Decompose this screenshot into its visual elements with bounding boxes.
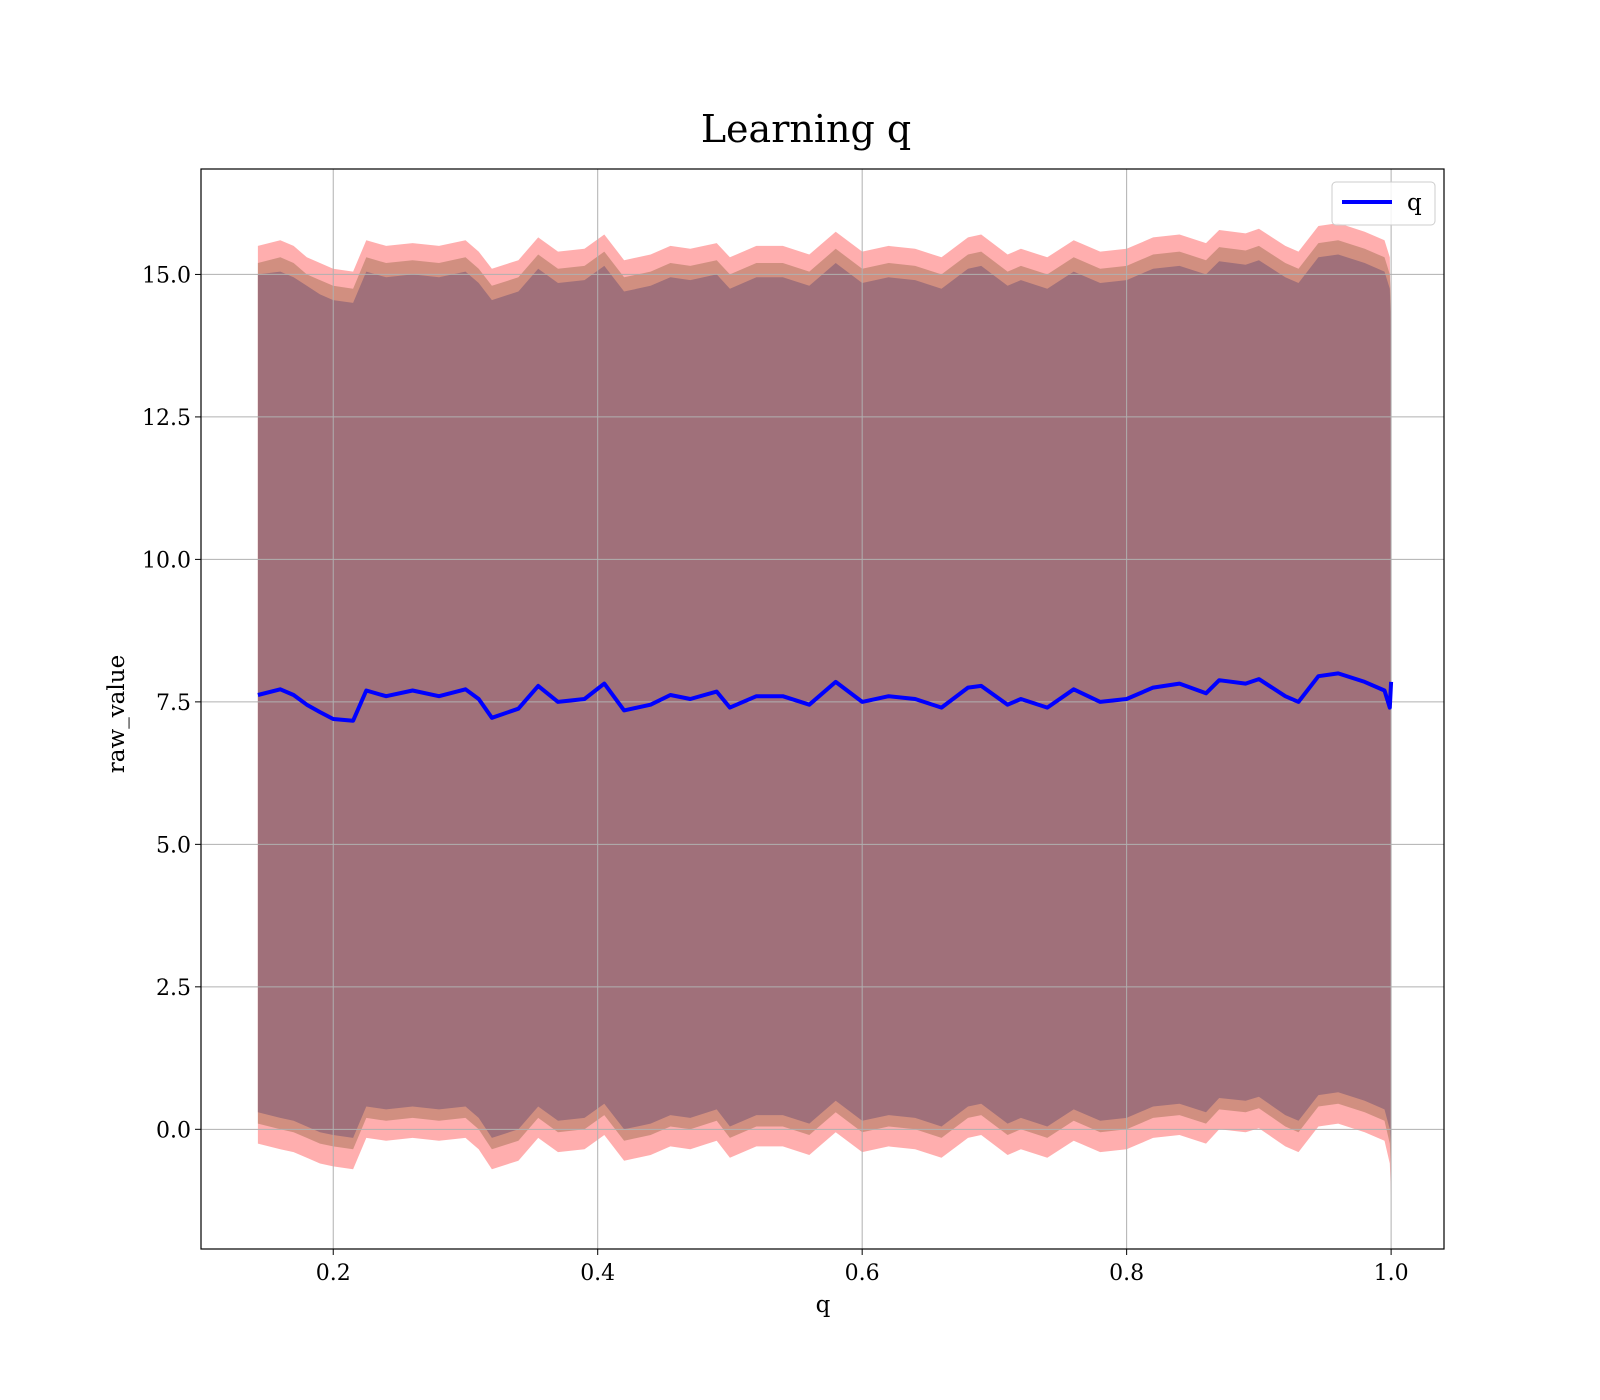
y-axis-label: raw_value [104, 655, 130, 773]
x-tick-label: 1.0 [1374, 1261, 1409, 1286]
y-tick-label: 5.0 [156, 833, 191, 858]
x-tick-label: 0.6 [845, 1261, 880, 1286]
y-tick-label: 2.5 [156, 976, 191, 1001]
x-tick-label: 0.4 [580, 1261, 615, 1286]
chart-title: Learning q [701, 107, 911, 151]
series-lines [257, 671, 1394, 723]
grid-lines [201, 169, 1444, 1249]
plot-frame [200, 168, 1445, 1250]
x-axis-ticks: 0.2 0.4 0.6 0.8 1.0 [316, 1249, 1409, 1286]
legend: q [1331, 181, 1436, 226]
legend-entry-q: q [1407, 190, 1422, 216]
band-inner [257, 254, 1392, 1153]
y-tick-label: 15.0 [142, 263, 191, 288]
x-axis-label: q [816, 1292, 831, 1318]
y-tick-label: 0.0 [156, 1118, 191, 1143]
series-line-q [257, 671, 1394, 723]
y-tick-label: 7.5 [156, 691, 191, 716]
x-tick-label: 0.8 [1109, 1261, 1144, 1286]
y-tick-label: 12.5 [142, 406, 191, 431]
confidence-bands [257, 223, 1392, 1198]
y-tick-label: 10.0 [142, 548, 191, 573]
x-tick-label: 0.2 [316, 1261, 351, 1286]
y-axis-ticks: 0.0 2.5 5.0 7.5 10.0 12.5 15.0 [142, 263, 201, 1143]
